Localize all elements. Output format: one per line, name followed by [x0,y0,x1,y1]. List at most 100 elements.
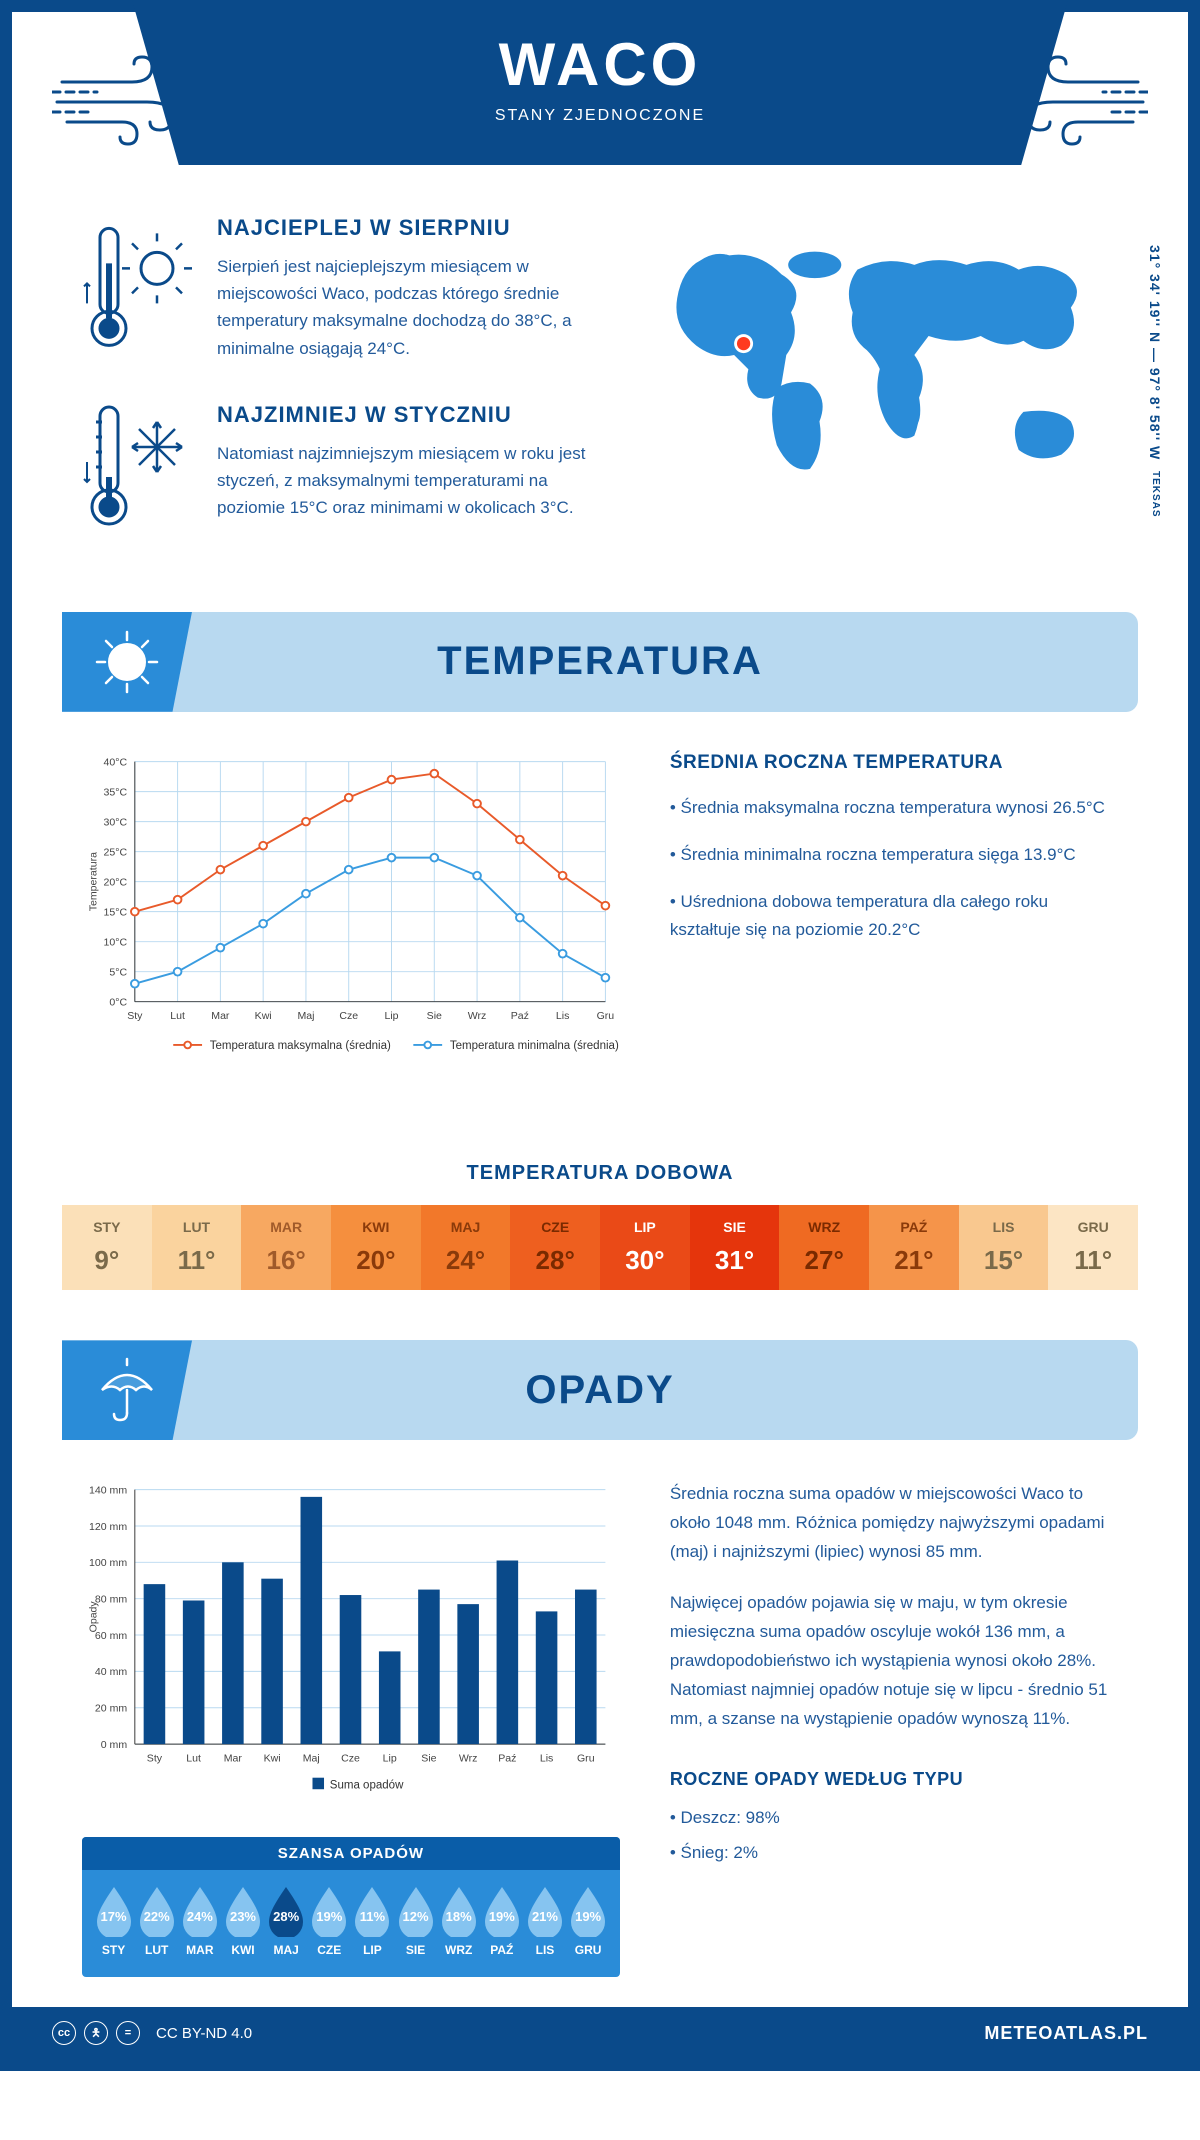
heat-cell: GRU11° [1048,1205,1138,1290]
heat-cell: SIE31° [690,1205,780,1290]
license-text: CC BY-ND 4.0 [156,2025,252,2042]
svg-text:Kwi: Kwi [264,1753,281,1765]
precipitation-bar-chart: 0 mm 20 mm 40 mm 60 mm 80 mm 100 mm 120 mm 140 … [82,1480,620,1807]
svg-text:Lut: Lut [186,1753,201,1765]
svg-text:Lip: Lip [383,1753,397,1765]
temperature-header: TEMPERATURA [62,612,1138,712]
svg-text:Temperatura: Temperatura [87,852,99,911]
svg-text:Gru: Gru [577,1753,595,1765]
chance-title: SZANSA OPADÓW [82,1837,620,1870]
coldest-block: NAJZIMNIEJ W STYCZNIU Natomiast najzimni… [82,402,604,532]
temp-bullet: • Średnia minimalna roczna temperatura s… [670,841,1118,870]
precip-type-title: ROCZNE OPADY WEDŁUG TYPU [670,1764,1118,1795]
svg-text:Cze: Cze [341,1753,360,1765]
svg-text:Gru: Gru [597,1010,615,1022]
chance-drop: 19% GRU [567,1885,609,1957]
heat-cell: LUT11° [152,1205,242,1290]
chance-drop: 19% CZE [308,1885,350,1957]
chance-drop: 21% LIS [524,1885,566,1957]
svg-text:80 mm: 80 mm [95,1594,127,1606]
svg-text:Wrz: Wrz [468,1010,487,1022]
svg-text:Sty: Sty [127,1010,143,1022]
svg-text:Sty: Sty [147,1753,163,1765]
svg-text:Paź: Paź [511,1010,529,1022]
svg-text:Maj: Maj [303,1753,320,1765]
coordinates: 31° 34' 19'' N — 97° 8' 58'' W TEKSAS [1147,245,1163,518]
svg-text:Lis: Lis [540,1753,553,1765]
svg-text:25°C: 25°C [104,846,128,858]
hottest-title: NAJCIEPLEJ W SIERPNIU [217,215,604,241]
svg-text:10°C: 10°C [104,936,128,948]
svg-text:Suma opadów: Suma opadów [330,1780,404,1792]
svg-text:60 mm: 60 mm [95,1630,127,1642]
heat-cell: KWI20° [331,1205,421,1290]
site-name: METEOATLAS.PL [984,2023,1148,2044]
svg-text:Lut: Lut [170,1010,185,1022]
hottest-block: NAJCIEPLEJ W SIERPNIU Sierpień jest najc… [82,215,604,362]
precipitation-info: Średnia roczna suma opadów w miejscowośc… [670,1480,1118,1977]
svg-text:Paź: Paź [498,1753,516,1765]
heat-cell: MAJ24° [421,1205,511,1290]
by-icon: 🯅 [84,2021,108,2045]
precipitation-title: OPADY [192,1368,1138,1413]
title-banner: WACO STANY ZJEDNOCZONE [132,0,1068,165]
svg-text:20°C: 20°C [104,876,128,888]
chance-drop: 12% SIE [395,1885,437,1957]
city-name: WACO [132,30,1068,99]
heat-cell: MAR16° [241,1205,331,1290]
svg-text:Maj: Maj [297,1010,314,1022]
precip-type-bullet: • Śnieg: 2% [670,1839,1118,1868]
precipitation-header: OPADY [62,1340,1138,1440]
world-map [644,215,1118,495]
chance-drop: 17% STY [93,1885,135,1957]
temperature-title: TEMPERATURA [192,639,1138,684]
sun-icon [92,627,162,697]
svg-text:0°C: 0°C [109,996,127,1008]
svg-text:Mar: Mar [224,1753,243,1765]
footer: cc 🯅 = CC BY-ND 4.0 METEOATLAS.PL [12,2007,1188,2059]
heat-cell: LIP30° [600,1205,690,1290]
svg-text:Cze: Cze [339,1010,358,1022]
svg-text:140 mm: 140 mm [89,1485,127,1497]
precipitation-chance-box: SZANSA OPADÓW 17% STY 22% LUT 24% MAR 23… [82,1837,620,1977]
precip-p1: Średnia roczna suma opadów w miejscowośc… [670,1480,1118,1567]
chance-drop: 28% MAJ [265,1885,307,1957]
svg-text:Kwi: Kwi [255,1010,272,1022]
svg-text:Sie: Sie [427,1010,442,1022]
temp-info-title: ŚREDNIA ROCZNA TEMPERATURA [670,752,1118,774]
svg-text:Temperatura minimalna (średnia: Temperatura minimalna (średnia) [450,1040,619,1052]
precip-type-bullet: • Deszcz: 98% [670,1804,1118,1833]
chance-drop: 18% WRZ [438,1885,480,1957]
svg-text:Mar: Mar [211,1010,230,1022]
svg-text:20 mm: 20 mm [95,1703,127,1715]
svg-text:40°C: 40°C [104,756,128,768]
svg-text:120 mm: 120 mm [89,1521,127,1533]
svg-text:35°C: 35°C [104,786,128,798]
svg-text:Opady: Opady [87,1601,99,1633]
svg-text:Lip: Lip [384,1010,398,1022]
heat-cell: CZE28° [510,1205,600,1290]
svg-text:30°C: 30°C [104,816,128,828]
chance-drop: 24% MAR [179,1885,221,1957]
daily-temp-heatmap: STY9°LUT11°MAR16°KWI20°MAJ24°CZE28°LIP30… [62,1205,1138,1290]
svg-text:0 mm: 0 mm [101,1739,128,1751]
svg-text:40 mm: 40 mm [95,1667,127,1679]
svg-text:Wrz: Wrz [459,1753,478,1765]
daily-temp-title: TEMPERATURA DOBOWA [12,1162,1188,1185]
chance-drop: 19% PAŹ [481,1885,523,1957]
svg-text:100 mm: 100 mm [89,1558,127,1570]
temperature-line-chart: 0°C5°C10°C15°C20°C25°C30°C35°C40°CStyLut… [82,752,620,1098]
heat-cell: STY9° [62,1205,152,1290]
svg-text:Temperatura maksymalna (średni: Temperatura maksymalna (średnia) [210,1040,391,1052]
coldest-text: Natomiast najzimniejszym miesiącem w rok… [217,440,604,522]
svg-text:15°C: 15°C [104,906,128,918]
umbrella-icon [92,1355,162,1425]
country-name: STANY ZJEDNOCZONE [132,107,1068,125]
heat-cell: PAŹ21° [869,1205,959,1290]
heat-cell: WRZ27° [779,1205,869,1290]
temp-bullet: • Średnia maksymalna roczna temperatura … [670,794,1118,823]
chance-drop: 22% LUT [136,1885,178,1957]
heat-cell: LIS15° [959,1205,1049,1290]
precip-p2: Najwięcej opadów pojawia się w maju, w t… [670,1589,1118,1733]
svg-text:Lis: Lis [556,1010,569,1022]
